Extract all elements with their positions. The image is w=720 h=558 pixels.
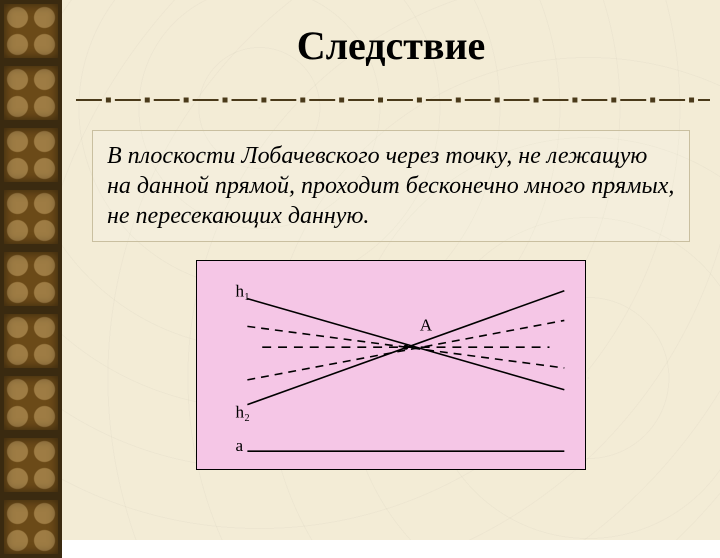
diagram-container: h₁ h₂ Aa xyxy=(62,260,720,470)
svg-text:h₂: h₂ xyxy=(235,402,250,421)
title-text: Следствие xyxy=(297,23,486,68)
svg-text:a: a xyxy=(235,436,243,455)
sidebar xyxy=(0,0,62,540)
sidebar-tile xyxy=(0,186,62,248)
lobachevsky-diagram: h₁ h₂ Aa xyxy=(196,260,586,470)
sidebar-tile xyxy=(0,434,62,496)
ornamental-divider xyxy=(72,90,710,110)
sidebar-tile xyxy=(0,0,62,62)
slide-title: Следствие xyxy=(62,22,720,69)
theorem-box: В плоскости Лобачевского через точку, не… xyxy=(92,130,690,242)
slide: Следствие В плоскости Лобачевского через… xyxy=(0,0,720,540)
sidebar-tile xyxy=(0,496,62,558)
sidebar-tile xyxy=(0,372,62,434)
divider-icon xyxy=(72,94,710,106)
theorem-text: В плоскости Лобачевского через точку, не… xyxy=(107,141,675,231)
svg-text:h₁: h₁ xyxy=(235,282,250,301)
sidebar-tile xyxy=(0,248,62,310)
sidebar-tile xyxy=(0,124,62,186)
sidebar-tile xyxy=(0,310,62,372)
svg-text:A: A xyxy=(420,315,433,334)
main-area: Следствие В плоскости Лобачевского через… xyxy=(62,0,720,540)
sidebar-tile xyxy=(0,62,62,124)
